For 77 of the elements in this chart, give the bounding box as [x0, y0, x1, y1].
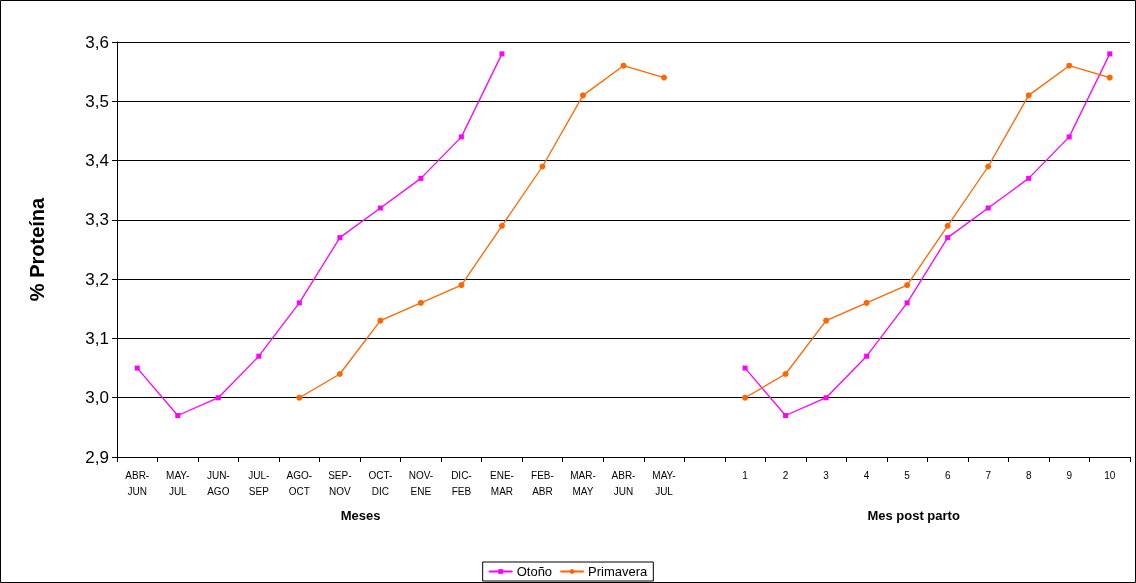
- x-tick-label: NOV-ENE: [408, 469, 434, 497]
- point: [296, 300, 302, 306]
- point: [256, 353, 262, 359]
- point: [904, 282, 911, 289]
- point: [175, 413, 181, 418]
- x-tick-label: 3: [823, 469, 830, 481]
- point: [337, 235, 343, 241]
- y-tick-label: 3,4: [85, 151, 109, 171]
- x-axis-title: Meses: [340, 508, 381, 523]
- point: [498, 222, 505, 229]
- y-tick-label: 2,9: [85, 447, 109, 467]
- point: [215, 395, 221, 401]
- legend-label: Primavera: [588, 564, 649, 579]
- point: [1026, 175, 1032, 181]
- point: [336, 371, 343, 377]
- x-tick-label: 4: [863, 469, 870, 481]
- point: [945, 235, 951, 241]
- point: [134, 365, 140, 371]
- point: [1107, 51, 1113, 57]
- x-tick-label: 10: [1104, 469, 1116, 481]
- point: [417, 299, 424, 306]
- point: [782, 371, 789, 377]
- point: [823, 317, 830, 324]
- point: [1066, 62, 1073, 69]
- x-tick-label: MAY-JUL: [652, 469, 676, 497]
- x-tick-label: FEB-ABR: [531, 469, 554, 497]
- point: [1025, 92, 1032, 99]
- x-tick-label: 9: [1066, 469, 1073, 481]
- x-tick-label: DIC-FEB: [451, 469, 472, 497]
- y-tick-label: 3,2: [85, 269, 109, 289]
- y-axis-title: % Proteína: [26, 196, 48, 302]
- point: [742, 394, 749, 401]
- x-tick-label: SEP-NOV: [328, 469, 352, 497]
- point: [864, 353, 870, 359]
- x-tick-label: 8: [1025, 469, 1032, 481]
- point: [944, 222, 951, 229]
- point: [418, 175, 424, 181]
- point: [1106, 74, 1113, 81]
- x-tick-label: 5: [904, 469, 911, 481]
- x-tick-label: OCT-DIC: [368, 469, 393, 497]
- point: [985, 163, 992, 170]
- x-tick-label: ABR-JUN: [125, 469, 150, 497]
- x-tick-label: 1: [742, 469, 749, 481]
- x-tick-label: JUL-SEP: [248, 469, 270, 497]
- point: [579, 92, 586, 99]
- y-tick-label: 3,3: [85, 210, 109, 230]
- point: [661, 74, 668, 81]
- point: [742, 365, 748, 371]
- x-tick-label: MAY-JUL: [166, 469, 190, 497]
- point: [620, 62, 627, 69]
- point: [1066, 134, 1072, 140]
- point: [783, 413, 789, 418]
- point: [458, 134, 464, 140]
- point: [539, 163, 546, 170]
- legend-label: Otoño: [516, 564, 553, 579]
- x-tick-label: ABR-JUN: [611, 469, 636, 497]
- point: [499, 51, 505, 57]
- point: [377, 317, 384, 324]
- y-tick-label: 3,0: [85, 388, 109, 408]
- y-tick-label: 3,6: [85, 32, 109, 52]
- x-tick-label: ENE-MAR: [489, 469, 514, 497]
- point: [458, 282, 465, 289]
- x-tick-label: 2: [782, 469, 789, 481]
- y-tick-label: 3,1: [85, 328, 109, 348]
- x-tick-label: JUN-AGO: [206, 469, 230, 497]
- point: [823, 395, 829, 401]
- point: [296, 394, 303, 401]
- point: [377, 205, 383, 211]
- x-tick-label: 6: [944, 469, 951, 481]
- text: Mes post parto: [867, 508, 960, 523]
- y-tick-label: 3,5: [85, 91, 109, 111]
- point: [985, 205, 991, 211]
- x-tick-label: 7: [985, 469, 992, 481]
- point: [904, 300, 910, 306]
- x-tick-label: MAR-MAY: [570, 469, 596, 497]
- x-tick-label: AGO-OCT: [286, 469, 313, 497]
- point: [863, 299, 870, 306]
